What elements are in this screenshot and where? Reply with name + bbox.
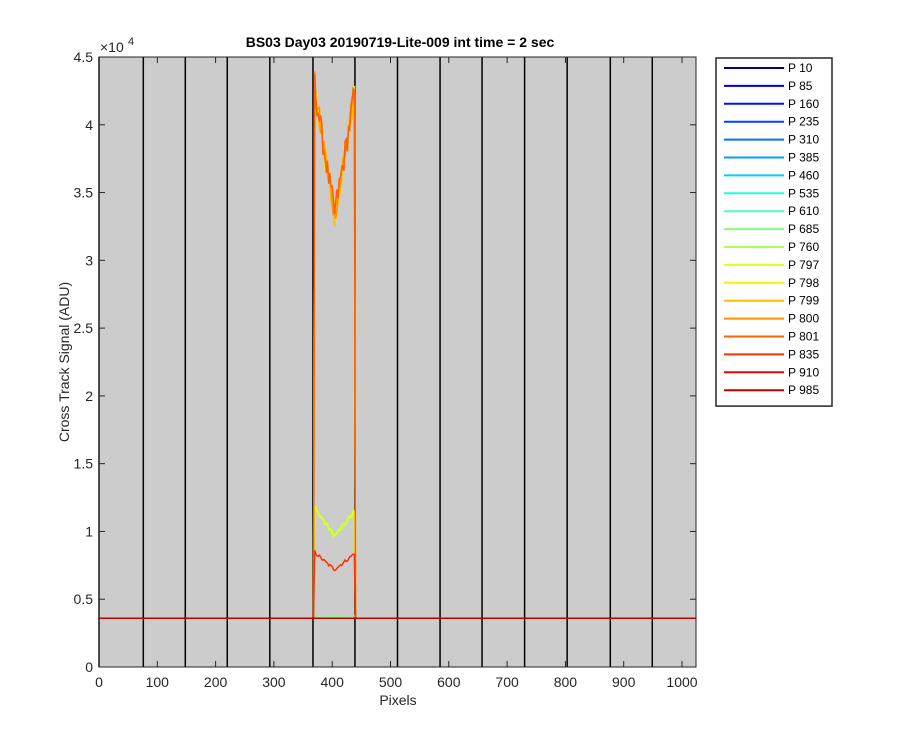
y-tick-label: 4.5 [74,49,94,65]
legend-entry-label: P 10 [788,61,813,75]
x-tick-label: 100 [146,674,170,690]
x-tick-label: 500 [379,674,403,690]
legend-entry-label: P 799 [788,294,819,308]
x-tick-label: 800 [554,674,578,690]
x-tick-label: 600 [437,674,461,690]
axes-box [98,56,697,668]
legend-entry-label: P 760 [788,240,819,254]
y-tick-label: 3 [85,252,93,268]
y-tick-label: 0 [85,659,93,675]
y-tick-label: 3.5 [74,185,94,201]
legend-entry-label: P 310 [788,133,819,147]
plot-area [98,57,696,667]
y-axis-label: Cross Track Signal (ADU) [56,282,72,442]
legend-entry-label: P 235 [788,115,819,129]
legend-entry-label: P 85 [788,79,813,93]
y-tick-label: 1 [85,523,93,539]
exponent-power: 4 [128,36,134,48]
x-axis-label: Pixels [379,692,416,708]
legend-entry-label: P 610 [788,204,819,218]
legend-entry-label: P 160 [788,97,819,111]
x-tick-label: 1000 [666,674,697,690]
x-tick-label: 200 [204,674,228,690]
y-tick-label: 2.5 [74,320,94,336]
x-tick-label: 400 [321,674,345,690]
legend-entry-label: P 835 [788,347,819,361]
y-tick-label: 1.5 [74,456,94,472]
chart-title: BS03 Day03 20190719-Lite-009 int time = … [246,34,555,50]
x-tick-label: 300 [262,674,286,690]
axes: 0 100 200 300 400 500 600 700 800 900 1000 0 0.5 1 1.5… [74,49,698,690]
legend-box [715,57,833,407]
x-tick-label: 700 [495,674,519,690]
legend-entry-label: P 797 [788,258,819,272]
legend-entry-label: P 385 [788,151,819,165]
legend-entry-label: P 535 [788,186,819,200]
x-tick-label: 0 [95,674,103,690]
x-tick-label: 900 [612,674,636,690]
y-tick-label: 2 [85,388,93,404]
legend-entry-label: P 685 [788,222,819,236]
legend-entry-label: P 460 [788,168,819,182]
legend-entry-label: P 801 [788,330,819,344]
y-axis-exponent: ×10 4 [100,36,134,55]
y-tick-label: 4 [85,117,93,133]
legend-entry-label: P 800 [788,312,819,326]
legend: P 10 P 85 P 160 P 235 P 310 P 385 P 460 P 535 P … [715,57,833,407]
legend-entry-label: P 985 [788,383,819,397]
legend-entry-label: P 910 [788,365,819,379]
exponent-base: ×10 [100,39,124,55]
y-tick-label: 0.5 [74,591,94,607]
legend-entry-label: P 798 [788,276,819,290]
